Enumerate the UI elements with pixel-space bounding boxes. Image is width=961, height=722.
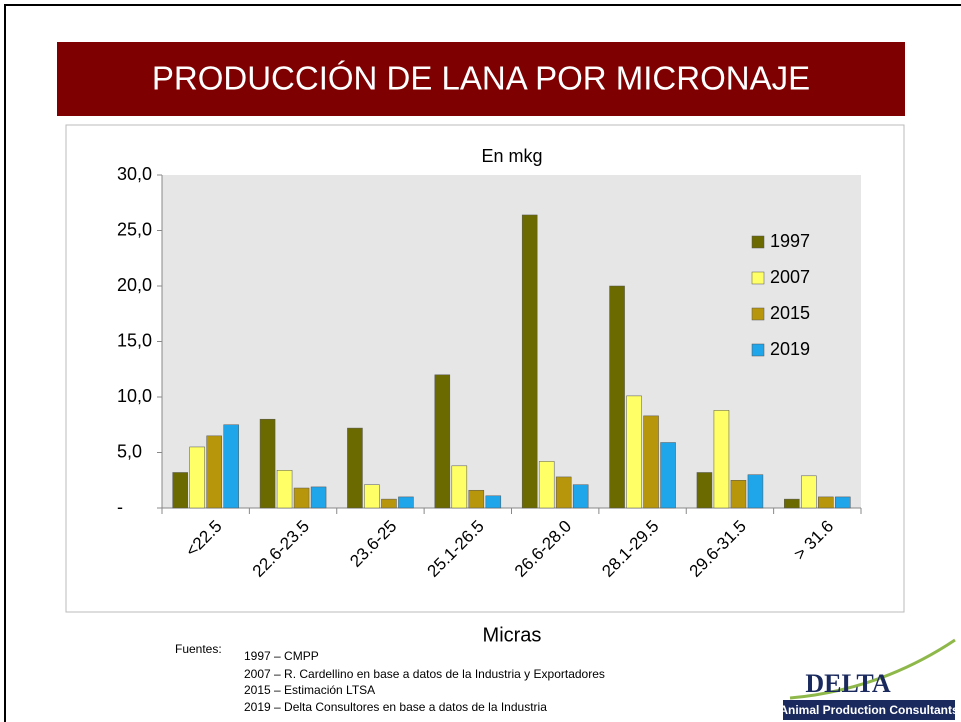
bar <box>259 418 276 509</box>
bar <box>747 474 764 509</box>
bar <box>206 435 222 509</box>
title-banner <box>57 42 905 116</box>
bar <box>660 442 676 509</box>
bar <box>172 472 188 509</box>
bar <box>347 427 363 509</box>
bar <box>521 214 538 509</box>
y-tick-label: 15,0 <box>117 330 152 350</box>
legend-swatch <box>751 307 765 321</box>
legend-label: 2007 <box>770 267 810 287</box>
logo-name: DELTA <box>805 669 890 698</box>
legend-label: 2019 <box>770 339 810 359</box>
bar <box>713 410 730 509</box>
bar <box>223 424 239 509</box>
bar <box>468 489 485 509</box>
bar <box>451 465 468 509</box>
legend-swatch <box>751 271 765 285</box>
y-tick-label: 5,0 <box>117 441 142 461</box>
bar <box>626 395 642 509</box>
bar <box>696 472 713 509</box>
bar <box>643 415 659 509</box>
bar <box>310 486 327 509</box>
source-line: 2015 – Estimación LTSA <box>244 683 375 697</box>
y-tick-label: 20,0 <box>117 275 152 295</box>
source-line: 1997 – CMPP <box>244 649 319 663</box>
bar <box>485 495 502 509</box>
bar <box>538 461 555 509</box>
legend-label: 1997 <box>770 231 810 251</box>
bar <box>293 487 310 509</box>
x-axis-title: Micras <box>483 624 542 646</box>
bar <box>364 484 380 509</box>
y-tick-label: 25,0 <box>117 219 152 239</box>
bar <box>398 496 414 509</box>
bar <box>784 498 800 509</box>
bar <box>381 498 397 509</box>
sources-heading: Fuentes: <box>175 642 222 656</box>
bar <box>434 374 451 509</box>
plot-area <box>162 175 861 508</box>
logo-tagline: Animal Production Consultants <box>779 703 959 717</box>
slide-title: PRODUCCIÓN DE LANA POR MICRONAJE <box>152 60 810 97</box>
y-tick-label: 10,0 <box>117 386 152 406</box>
y-tick-label: 30,0 <box>117 164 152 184</box>
logo-swoosh <box>789 638 956 700</box>
bar <box>572 484 589 509</box>
bar <box>818 496 834 509</box>
bar <box>609 285 625 509</box>
legend-label: 2015 <box>770 303 810 323</box>
legend-swatch <box>751 343 765 357</box>
bar <box>730 480 747 509</box>
source-line: 2007 – R. Cardellino en base a datos de … <box>244 667 605 681</box>
legend-swatch <box>751 235 765 249</box>
bar <box>835 496 851 509</box>
bar <box>189 446 205 509</box>
bar <box>555 476 572 509</box>
y-tick-label: - <box>117 497 123 517</box>
chart-subtitle: En mkg <box>481 146 542 166</box>
source-line: 2019 – Delta Consultores en base a datos… <box>244 700 547 714</box>
bar <box>276 470 293 509</box>
bar <box>801 475 817 509</box>
logo-bar <box>783 700 955 720</box>
